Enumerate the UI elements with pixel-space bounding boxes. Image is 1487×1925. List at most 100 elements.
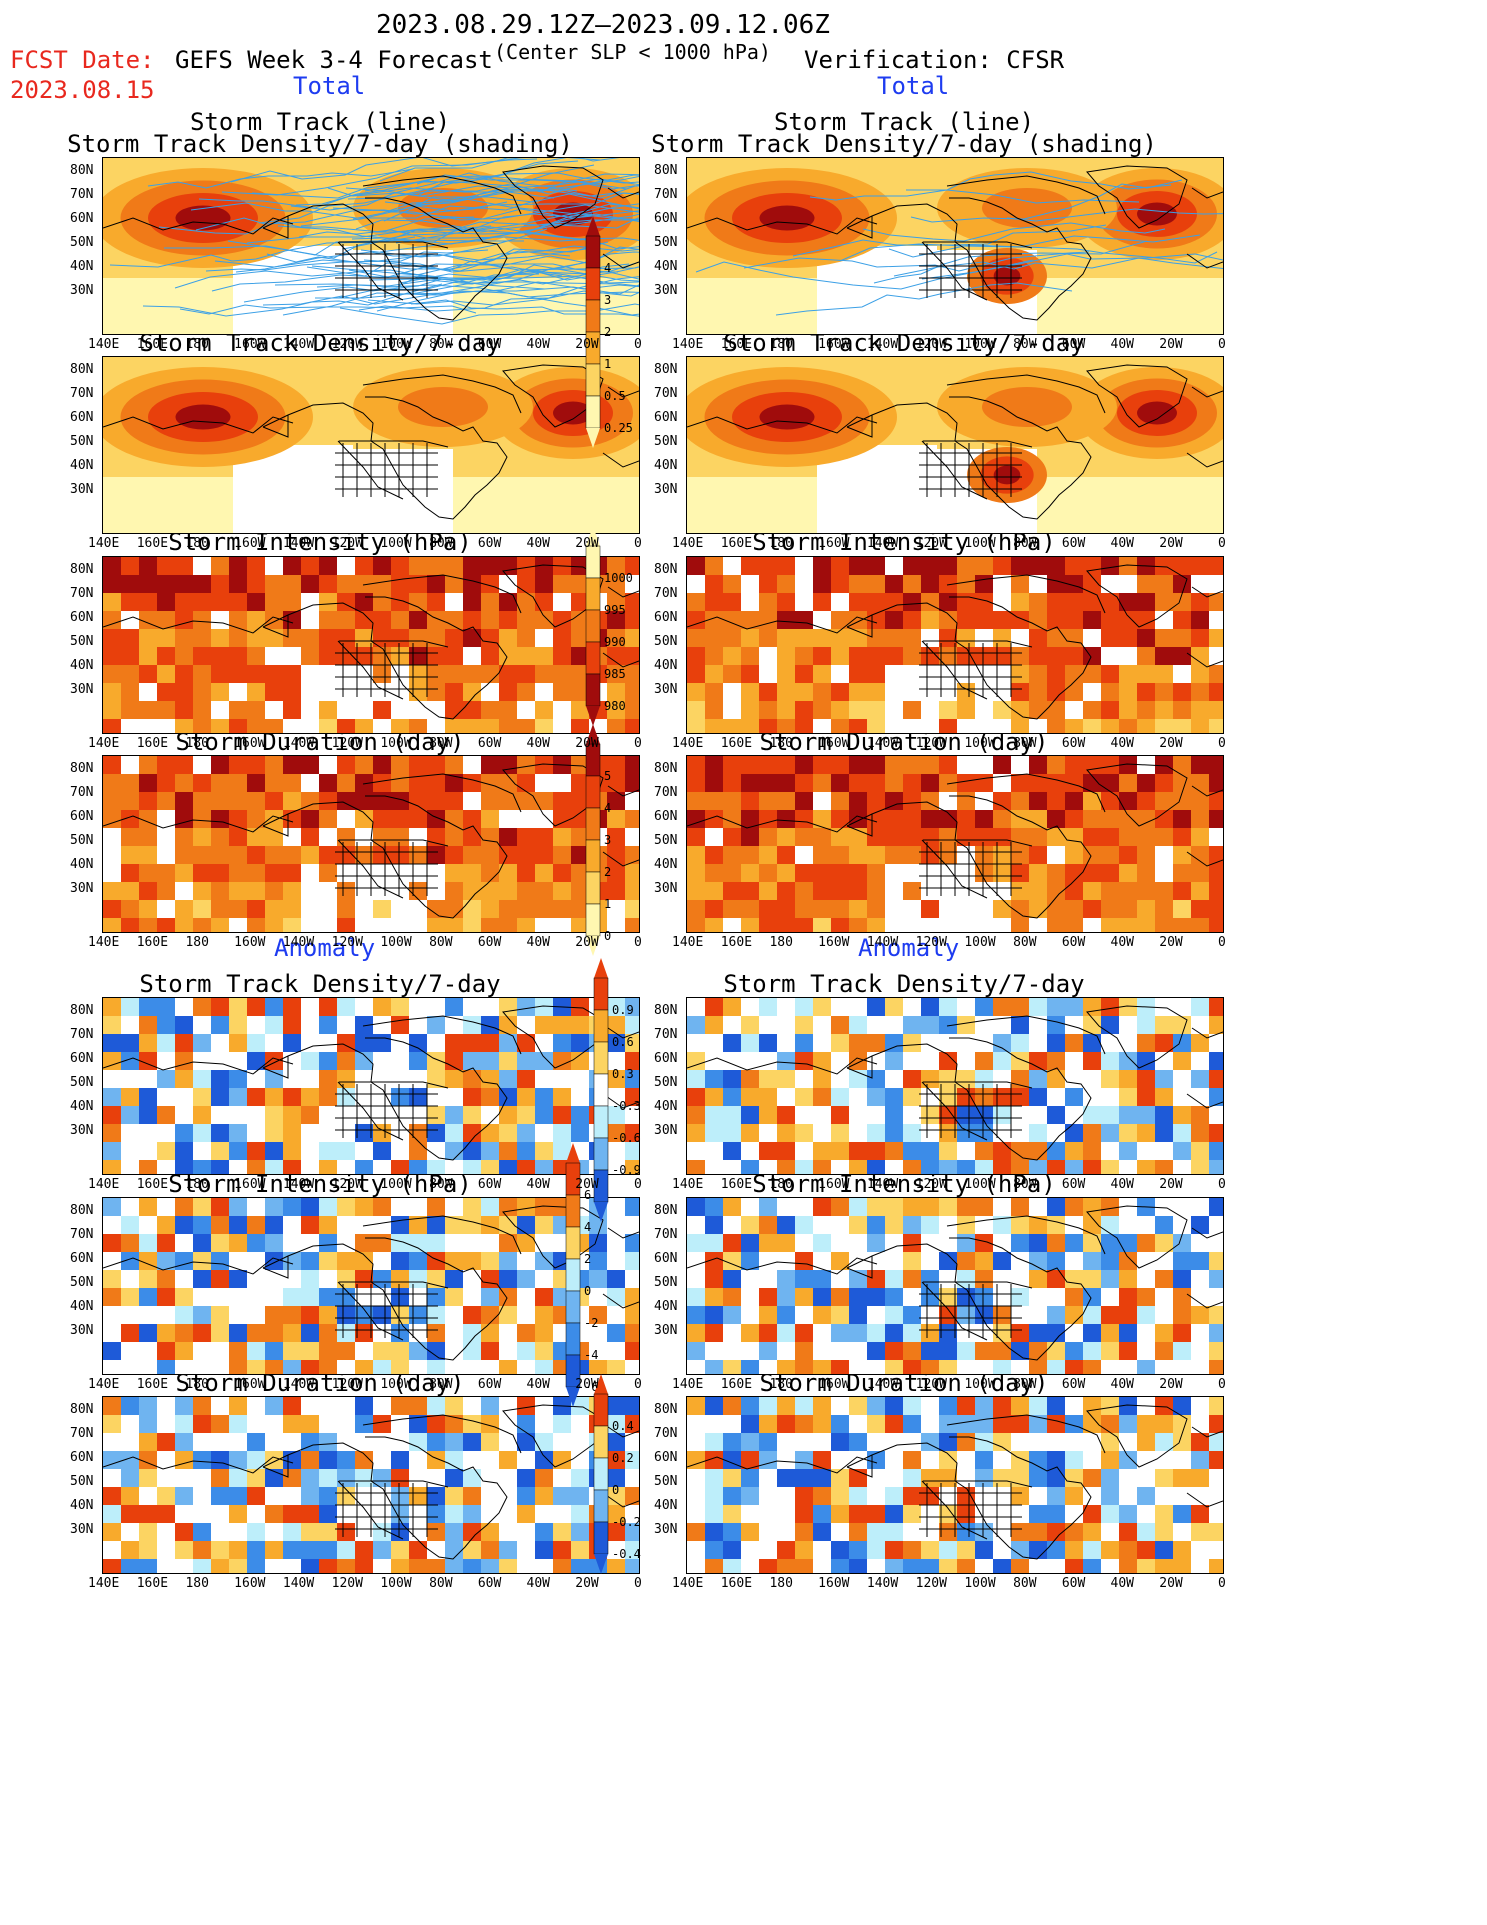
y-tick-label: 80N — [70, 362, 94, 377]
x-tick-label: 80W — [1013, 536, 1037, 551]
x-tick-label: 60W — [1061, 1177, 1086, 1192]
x-tick-label: 80W — [1013, 1377, 1037, 1392]
map-density-anom-verification — [686, 997, 1224, 1175]
x-tick-label: 80W — [429, 337, 453, 352]
y-tick-label: 70N — [70, 386, 94, 401]
y-tick-label: 60N — [70, 809, 94, 824]
colorbar-tick-label: 990 — [604, 635, 626, 649]
y-tick-label: 40N — [654, 1299, 678, 1314]
y-tick-label: 50N — [70, 1075, 94, 1090]
colorbar-tick-label: -0.9 — [612, 1163, 641, 1177]
x-tick-label: 0 — [1218, 736, 1226, 751]
y-tick-label: 50N — [654, 1474, 678, 1489]
x-tick-label: 160E — [720, 1576, 753, 1591]
y-tick-label: 30N — [654, 682, 678, 697]
y-tick-label: 80N — [70, 562, 94, 577]
x-tick-label: 40W — [1110, 1177, 1135, 1192]
map-density-verification — [686, 356, 1224, 534]
y-tick-label: 40N — [70, 458, 94, 473]
x-tick-label: 40W — [1110, 337, 1135, 352]
y-tick-label: 80N — [654, 1402, 678, 1417]
x-tick-label: 100W — [964, 1576, 996, 1591]
y-tick-label: 60N — [654, 1251, 678, 1266]
x-tick-label: 0 — [634, 536, 642, 551]
x-tick-label: 120W — [915, 536, 947, 551]
y-tick-label: 40N — [70, 1498, 94, 1513]
colorbar-density-anom: 0.9 0.6 0.3 -0.3 -0.6 -0.9 — [593, 958, 654, 1222]
colorbar-tick-label: 5 — [604, 769, 611, 783]
x-tick-label: 60W — [477, 337, 502, 352]
x-tick-label: 40W — [526, 337, 551, 352]
colorbar-tick-label: 995 — [604, 603, 626, 617]
x-tick-label: 40W — [1110, 1377, 1135, 1392]
x-tick-label: 140W — [282, 536, 315, 551]
colorbar-tick-label: 3 — [604, 293, 611, 307]
x-tick-label: 160W — [234, 935, 266, 950]
x-tick-label: 160E — [136, 736, 169, 751]
x-tick-label: 60W — [1061, 736, 1086, 751]
x-tick-label: 80W — [429, 1377, 453, 1392]
colorbar-tick-label: 0.2 — [612, 1451, 634, 1465]
y-tick-label: 50N — [70, 434, 94, 449]
y-tick-label: 50N — [70, 634, 94, 649]
colorbar-tick-label: 0.9 — [612, 1003, 634, 1017]
x-tick-label: 140E — [88, 536, 120, 551]
colorbar-tick-label: 0 — [604, 929, 611, 943]
y-tick-label: 30N — [70, 482, 94, 497]
x-tick-label: 80W — [429, 935, 453, 950]
x-tick-label: 120W — [331, 935, 363, 950]
colorbar-tick-label: 1 — [604, 357, 611, 371]
section-anomaly-left: Anomaly — [274, 934, 376, 962]
x-tick-label: 160E — [720, 935, 753, 950]
y-tick-label: 80N — [70, 761, 94, 776]
x-tick-label: 40W — [1110, 935, 1135, 950]
x-tick-label: 0 — [1218, 1177, 1226, 1192]
y-tick-label: 40N — [654, 1099, 678, 1114]
y-tick-label: 40N — [70, 658, 94, 673]
y-tick-label: 60N — [654, 211, 678, 226]
y-tick-label: 40N — [654, 259, 678, 274]
x-tick-label: 140W — [866, 337, 899, 352]
x-tick-label: 180 — [769, 1576, 793, 1591]
y-tick-label: 70N — [70, 187, 94, 202]
x-tick-label: 120W — [915, 1576, 947, 1591]
y-tick-label: 60N — [654, 610, 678, 625]
x-tick-label: 140E — [672, 1377, 704, 1392]
y-tick-label: 40N — [70, 1299, 94, 1314]
y-tick-label: 70N — [654, 386, 678, 401]
x-tick-label: 40W — [1110, 536, 1135, 551]
x-tick-label: 160W — [234, 1576, 266, 1591]
y-tick-label: 60N — [70, 1450, 94, 1465]
y-tick-label: 60N — [70, 211, 94, 226]
x-tick-label: 140W — [282, 1377, 315, 1392]
date-range-title: 2023.08.29.12Z–2023.09.12.06Z — [376, 10, 830, 40]
y-tick-label: 30N — [70, 1123, 94, 1138]
x-tick-label: 100W — [964, 1177, 996, 1192]
map-track-verification — [686, 157, 1224, 335]
y-tick-label: 80N — [654, 761, 678, 776]
y-tick-label: 30N — [654, 482, 678, 497]
map-duration-forecast — [102, 755, 640, 933]
colorbar-intensity-total: 1000 995 990 985 980 — [585, 526, 646, 726]
y-tick-label: 50N — [70, 833, 94, 848]
fcst-date-value: 2023.08.15 — [10, 76, 155, 104]
x-tick-label: 100W — [380, 536, 412, 551]
x-tick-label: 0 — [634, 736, 642, 751]
y-tick-label: 60N — [654, 1051, 678, 1066]
y-tick-label: 70N — [70, 586, 94, 601]
x-tick-label: 40W — [526, 1377, 551, 1392]
y-tick-label: 70N — [654, 785, 678, 800]
x-tick-label: 140E — [88, 337, 120, 352]
map-track-forecast — [102, 157, 640, 335]
map-duration-verification — [686, 755, 1224, 933]
y-tick-label: 80N — [654, 1003, 678, 1018]
y-tick-label: 80N — [654, 362, 678, 377]
x-tick-label: 160W — [234, 736, 266, 751]
x-tick-label: 40W — [1110, 1576, 1135, 1591]
x-tick-label: 60W — [477, 1377, 502, 1392]
x-tick-label: 120W — [331, 1377, 363, 1392]
map-density-anom-forecast — [102, 997, 640, 1175]
x-tick-label: 20W — [1159, 337, 1183, 352]
x-tick-label: 160W — [818, 536, 850, 551]
y-tick-label: 50N — [654, 833, 678, 848]
